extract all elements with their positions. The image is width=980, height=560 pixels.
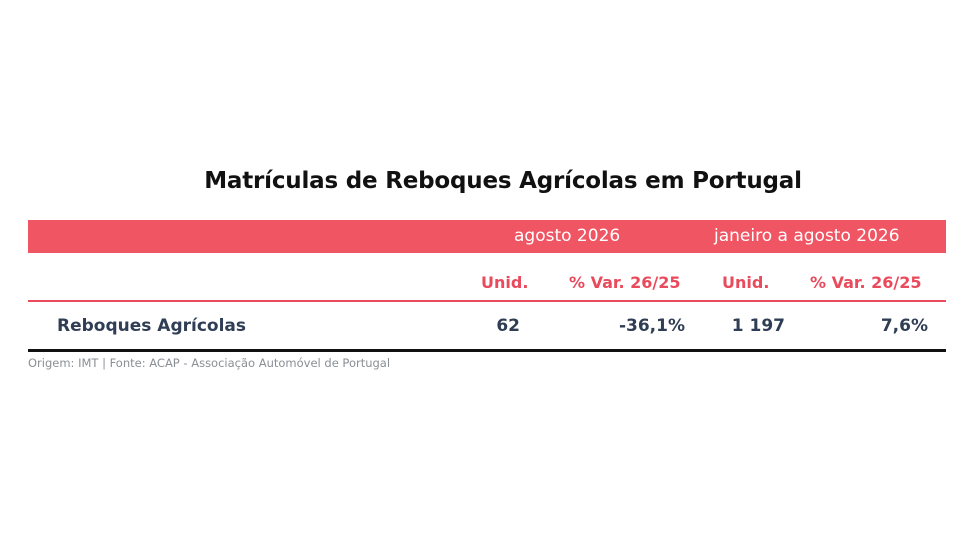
header-divider [28, 300, 946, 302]
header-band: agosto 2026 janeiro a agosto 2026 [28, 220, 946, 253]
subheader-month-variation: % Var. 26/25 [569, 273, 681, 292]
row-ytd-variation: 7,6% [880, 316, 928, 336]
row-month-units: 62 [496, 316, 520, 336]
row-label: Reboques Agrícolas [57, 316, 247, 336]
subheader-month-units: Unid. [481, 273, 529, 292]
subheader-ytd-variation: % Var. 26/25 [810, 273, 922, 292]
row-month-variation: -36,1% [618, 316, 685, 336]
table-bottom-rule [28, 349, 946, 352]
header-group-ytd: janeiro a agosto 2026 [714, 226, 900, 246]
subheader-ytd-units: Unid. [722, 273, 770, 292]
table-title: Matrículas de Reboques Agrícolas em Port… [204, 168, 802, 194]
row-ytd-units: 1 197 [731, 316, 785, 336]
source-footnote: Origem: IMT | Fonte: ACAP - Associação A… [28, 356, 391, 370]
header-group-month: agosto 2026 [514, 226, 621, 246]
